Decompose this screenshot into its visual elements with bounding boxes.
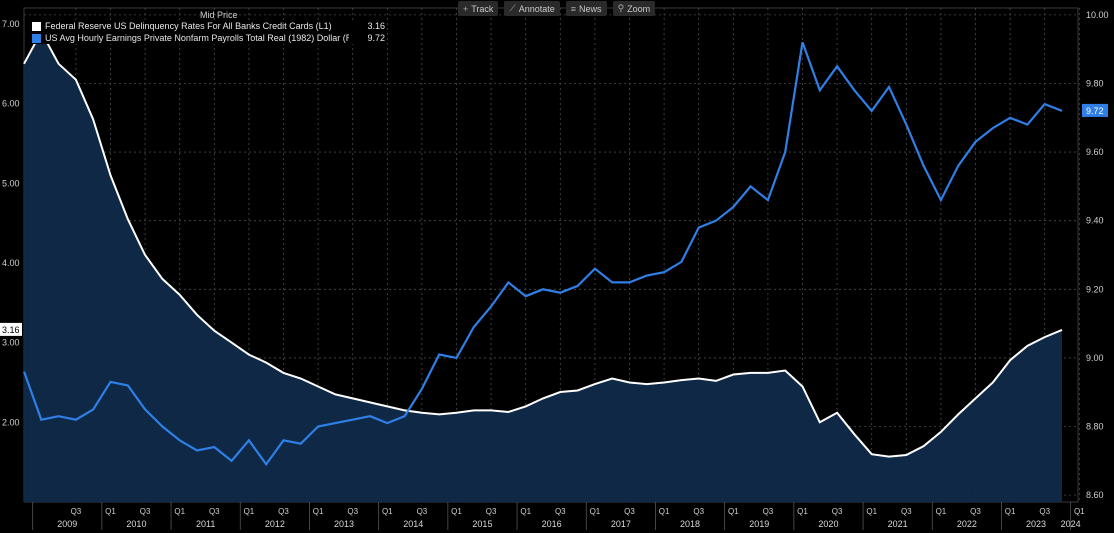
x-year-label: 2019 [749, 519, 769, 529]
x-tick-label: Q1 [451, 507, 462, 516]
right-last-value-badge [1082, 103, 1108, 117]
x-tick-label: Q1 [1074, 507, 1085, 516]
y-right-tick-label: 9.00 [1086, 353, 1104, 363]
x-tick-label: Q1 [520, 507, 531, 516]
chart-legend: Federal Reserve US Delinquency Rates For… [32, 20, 385, 44]
x-year-label: 2020 [818, 519, 838, 529]
x-tick-label: Q3 [278, 507, 289, 516]
x-year-label: 2013 [334, 519, 354, 529]
annotate-button[interactable]: ⟋ Annotate [504, 1, 560, 16]
x-tick-label: Q3 [693, 507, 704, 516]
legend-label-left: Federal Reserve US Delinquency Rates For… [45, 21, 332, 31]
left-last-value-badge [0, 322, 22, 336]
chart-toolbar: + Track ⟋ Annotate ≡ News ⚲ Zoom [458, 1, 656, 16]
track-button[interactable]: + Track [458, 1, 499, 16]
x-tick-label: Q1 [728, 507, 739, 516]
annotate-label: Annotate [518, 3, 555, 14]
x-year-label: 2010 [126, 519, 146, 529]
x-year-label: 2014 [403, 519, 423, 529]
x-tick-label: Q3 [624, 507, 635, 516]
legend-swatch-right [32, 33, 41, 43]
left-series-area [24, 31, 1062, 503]
x-tick-label: Q3 [970, 507, 981, 516]
x-tick-label: Q1 [382, 507, 393, 516]
y-left-tick-label: 6.00 [2, 99, 20, 109]
y-left-tick-label: 7.00 [2, 19, 20, 29]
x-tick-label: Q1 [313, 507, 324, 516]
legend-entry-left-series[interactable]: Federal Reserve US Delinquency Rates For… [32, 20, 385, 32]
y-right-tick-label: 8.60 [1086, 490, 1104, 500]
pencil-icon: ⟋ [509, 3, 516, 13]
left-last-value-label: 3.16 [2, 325, 20, 335]
y-right-tick-label: 9.80 [1086, 78, 1104, 88]
y-right-tick-label: 9.20 [1086, 284, 1104, 294]
y-right-tick-label: 10.00 [1086, 10, 1109, 20]
x-year-label: 2023 [1026, 519, 1046, 529]
legend-label-right: US Avg Hourly Earnings Private Nonfarm P… [45, 33, 349, 43]
right-series-line[interactable] [22, 41, 1063, 467]
x-year-label: 2015 [472, 519, 492, 529]
x-year-label: 2011 [196, 519, 215, 529]
y-right-tick-label: 9.40 [1086, 216, 1104, 226]
legend-entry-right-series[interactable]: US Avg Hourly Earnings Private Nonfarm P… [32, 32, 385, 44]
x-tick-label: Q1 [866, 507, 877, 516]
news-button[interactable]: ≡ News [565, 1, 607, 16]
x-year-label: 2016 [542, 519, 562, 529]
legend-value-right: 9.72 [367, 33, 385, 43]
x-year-label: 2024 [1061, 519, 1081, 529]
legend-swatch-left [32, 21, 41, 31]
magnifier-icon: ⚲ [617, 3, 625, 13]
x-tick-label: Q3 [763, 507, 774, 516]
x-tick-label: Q3 [555, 507, 566, 516]
zoom-button[interactable]: ⚲ Zoom [612, 1, 656, 16]
news-label: News [579, 3, 602, 14]
y-left-tick-label: 5.00 [2, 178, 20, 188]
x-tick-label: Q1 [659, 507, 670, 516]
x-tick-label: Q1 [797, 507, 808, 516]
x-year-label: 2018 [680, 519, 700, 529]
y-right-tick-label: 8.80 [1086, 422, 1104, 432]
left-series-line[interactable] [23, 29, 1063, 458]
x-year-label: 2012 [265, 519, 285, 529]
x-tick-label: Q1 [936, 507, 947, 516]
y-right-tick-label: 9.60 [1086, 147, 1104, 157]
mid-price-label: Mid Price [200, 10, 238, 20]
crosshair-icon: + [463, 3, 469, 14]
x-tick-label: Q3 [901, 507, 912, 516]
x-tick-label: Q3 [1039, 507, 1050, 516]
x-year-label: 2017 [611, 519, 631, 529]
news-icon: ≡ [570, 3, 577, 14]
x-tick-label: Q3 [347, 507, 358, 516]
x-tick-label: Q3 [209, 507, 220, 516]
legend-value-left: 3.16 [367, 21, 385, 31]
x-tick-label: Q1 [1005, 507, 1016, 516]
y-left-tick-label: 2.00 [2, 417, 20, 427]
x-year-label: 2009 [57, 519, 77, 529]
x-tick-label: Q1 [590, 507, 601, 516]
right-last-value-label: 9.72 [1086, 106, 1104, 116]
track-label: Track [471, 3, 494, 14]
x-tick-label: Q1 [105, 507, 116, 516]
zoom-label: Zoom [627, 3, 651, 14]
y-left-tick-label: 4.00 [2, 258, 20, 268]
x-year-label: 2021 [888, 519, 908, 529]
x-tick-label: Q1 [244, 507, 255, 516]
x-tick-label: Q3 [832, 507, 843, 516]
x-year-label: 2022 [957, 519, 977, 529]
x-tick-label: Q3 [486, 507, 497, 516]
y-left-tick-label: 3.00 [2, 338, 20, 348]
x-tick-label: Q1 [174, 507, 185, 516]
x-tick-label: Q3 [140, 507, 151, 516]
x-tick-label: Q3 [417, 507, 428, 516]
x-tick-label: Q3 [71, 507, 82, 516]
